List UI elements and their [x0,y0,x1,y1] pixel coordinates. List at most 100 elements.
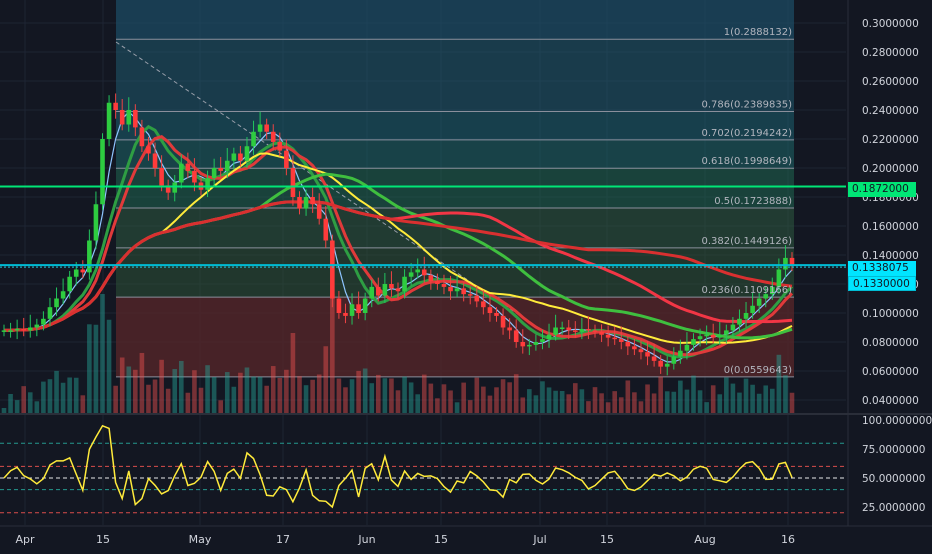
volume-bar [691,375,696,414]
price-axis-label: 0.2000000 [862,163,919,175]
volume-bar [349,379,355,414]
ma-red-longest-line [4,200,793,332]
volume-bar [336,378,342,414]
volume-bar [671,391,677,414]
volume-bar [658,376,663,414]
candle-body [586,328,591,331]
volume-bar [395,390,401,414]
candle-body [139,127,145,147]
volume-bar [507,382,512,414]
candle-body [756,298,762,306]
candle-body [60,291,66,299]
volume-bar [218,400,223,414]
volume-bar [264,385,269,414]
volume-bar [573,383,578,414]
candle-body [73,269,79,277]
volume-bar [540,381,545,414]
candle-body [343,313,348,316]
candle-body [678,350,683,357]
volume-bar [73,377,79,414]
volume-bar [87,324,92,414]
candle-body [165,185,171,193]
volume-bar [303,385,309,414]
fib-level-label: 1(0.2888132) [724,27,792,38]
volume-bar [297,376,302,414]
candle-body [27,327,33,331]
candle-body [533,342,539,345]
volume-bar [284,369,289,414]
candle-body [520,342,526,347]
candle-body [441,284,447,287]
fib-zone [116,168,794,209]
candle-body [179,163,184,183]
volume-bar [139,352,145,414]
candle-body [599,331,604,335]
time-axis-label: Jul [532,533,546,546]
candle-body [664,363,670,367]
candle-body [159,168,164,186]
volume-bar [362,368,368,414]
fib-level-label: 0.702(0.2194242) [701,128,792,139]
candle-body [126,110,132,125]
candle-body [645,352,650,357]
candle-body [80,269,86,273]
candle-body [376,286,381,296]
volume-bar [80,395,86,414]
candlestick-series [1,93,795,376]
candle-body [770,286,775,295]
candle-body [428,275,434,282]
candle-body [395,288,401,292]
candle-body [389,284,394,289]
candle-body [750,305,755,313]
volume-bar [290,333,296,414]
volume-bar [1,408,7,414]
volume-bar [224,372,230,414]
fibonacci-retracement[interactable] [115,0,794,378]
candle-body [87,240,92,273]
candle-body [612,337,617,340]
candle-body [408,272,414,277]
volume-bar [500,379,506,414]
candle-body [47,307,53,319]
candle-body [717,334,723,338]
volume-bar [533,395,539,414]
candle-body [211,168,217,179]
time-axis-label: Aug [694,533,715,546]
volume-bar [106,319,112,414]
horizontal-levels[interactable] [0,185,846,268]
time-axis-label: Jun [357,533,375,546]
candle-body [100,139,105,205]
fib-zone [116,139,794,169]
price-axis-label: 0.1000000 [862,308,919,320]
volume-bar [152,379,158,414]
volume-bar [586,401,591,414]
candle-body [277,141,283,151]
candle-body [270,131,276,142]
candle-body [421,269,427,276]
candle-body [697,336,703,340]
volume-bar [369,383,375,414]
volume-bar [763,385,769,414]
rsi-axis-label: 50.0000000 [862,473,925,485]
candle-body [540,339,545,342]
candle-body [546,334,552,340]
volume-bar [185,392,191,414]
candle-body [218,168,223,171]
volume-bar [205,365,210,414]
volume-bar [376,374,381,414]
volume-bar [579,389,585,414]
volume-bar [54,370,59,414]
candle-body [93,204,99,241]
volume-bar [316,374,322,414]
volume-bar [724,377,729,414]
time-axis-label: May [189,533,212,546]
candle-body [625,342,631,347]
candle-body [8,330,13,332]
volume-bar [382,378,388,414]
time-axis-label: 15 [434,533,448,546]
candle-body [527,344,532,347]
candle-body [303,197,309,209]
candle-body [224,160,230,171]
